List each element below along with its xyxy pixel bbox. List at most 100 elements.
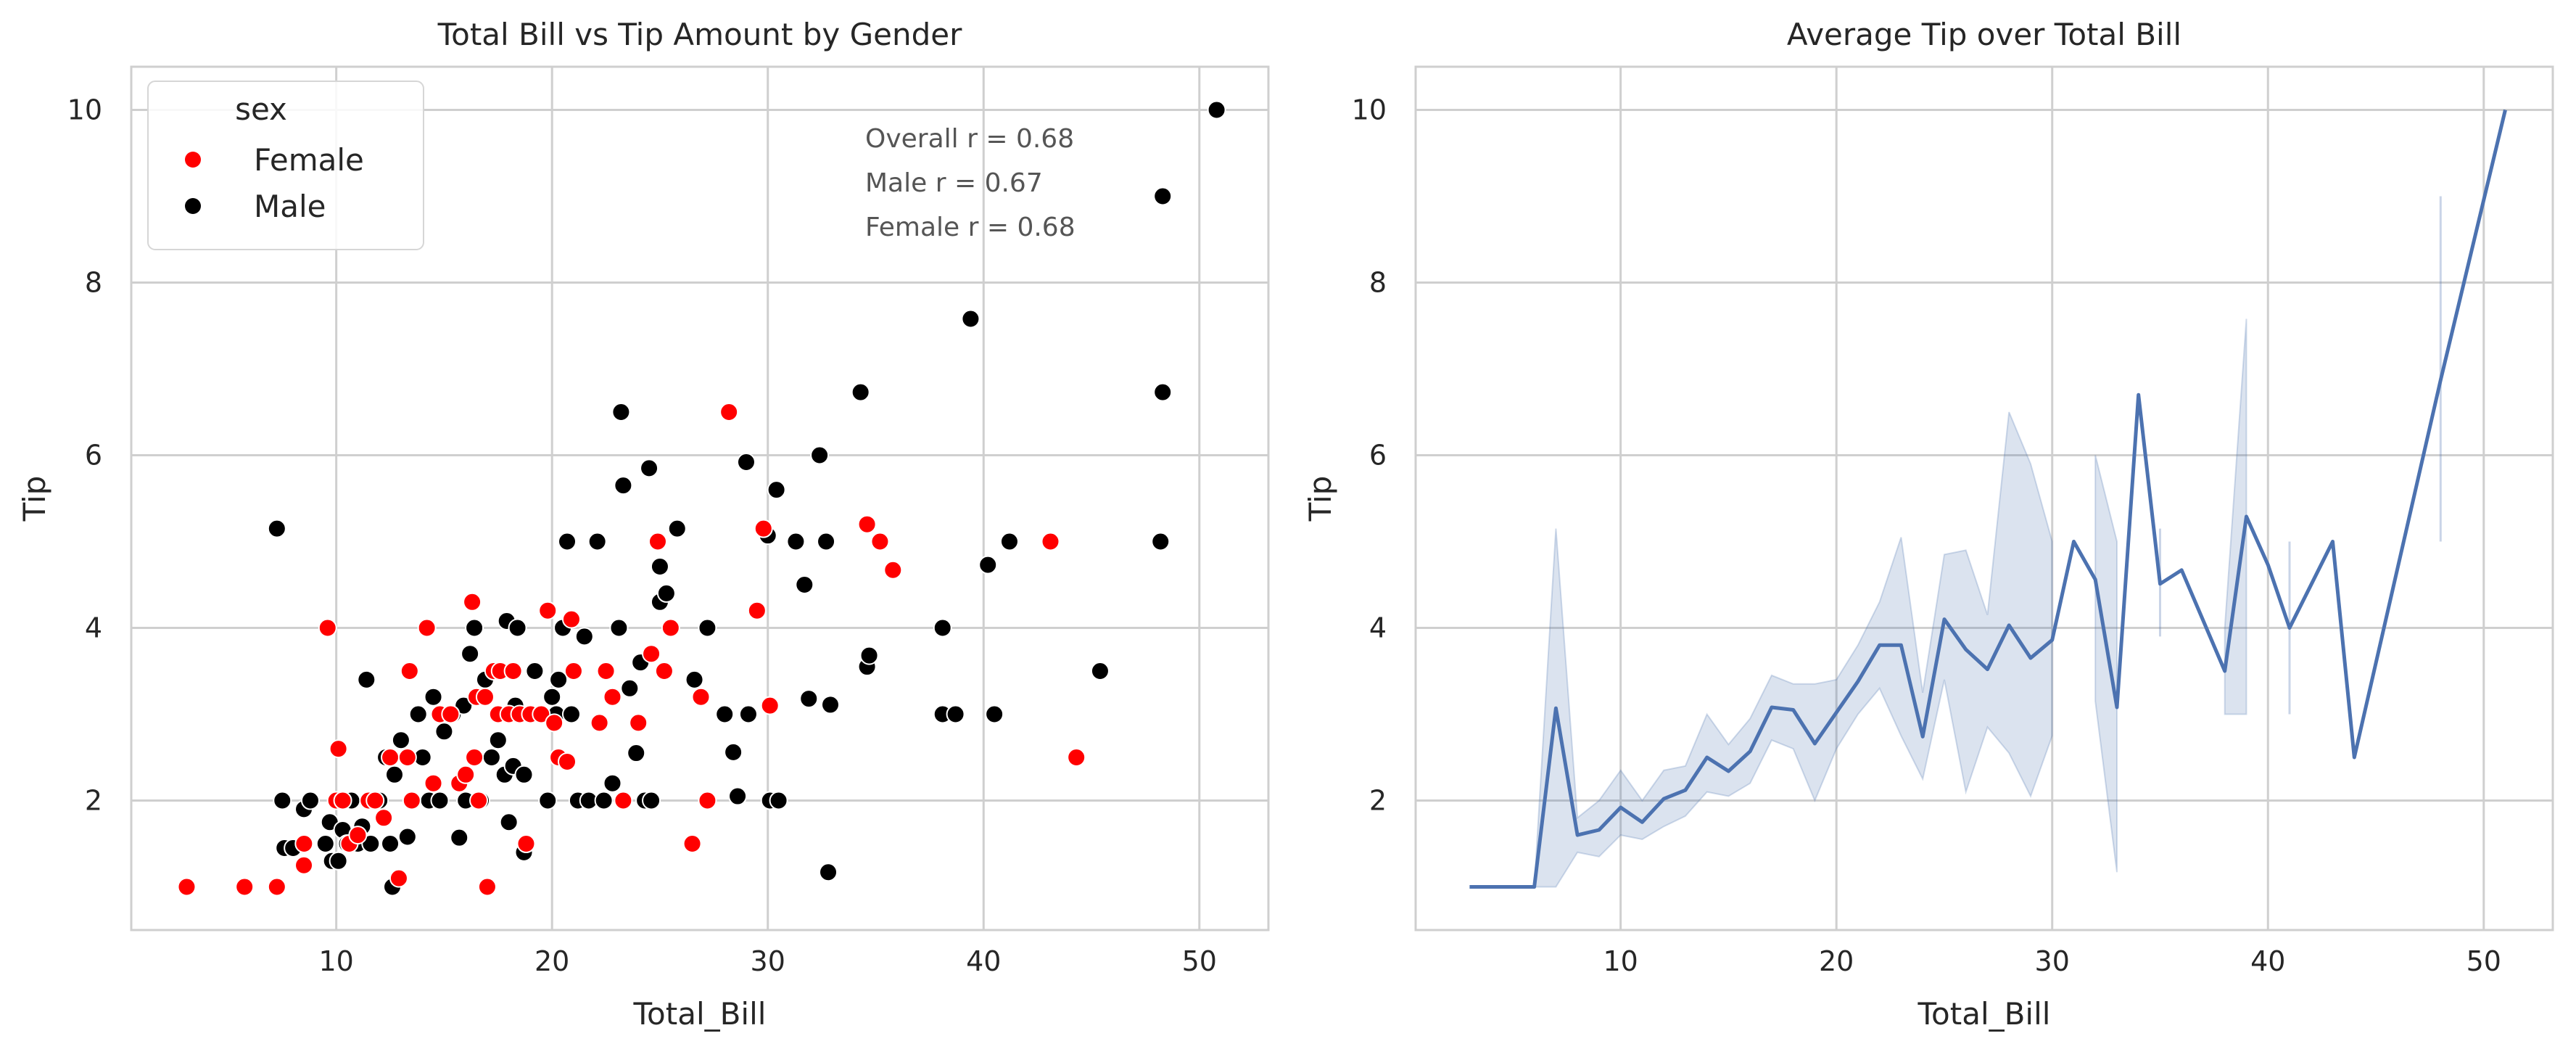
legend-frame	[147, 81, 424, 250]
point-male	[465, 618, 484, 638]
point-female	[870, 532, 890, 551]
point-male	[738, 704, 758, 724]
point-male	[999, 532, 1019, 551]
point-female	[754, 519, 773, 538]
scatter-xtick-label: 10	[318, 945, 353, 977]
point-female	[333, 791, 352, 810]
point-male	[769, 791, 788, 810]
line-ytick-label: 4	[1369, 612, 1387, 644]
point-male	[267, 519, 286, 538]
line-xtick-label: 50	[2466, 945, 2501, 977]
annotation-male-r: Male r = 0.67	[865, 168, 1043, 198]
point-male	[611, 403, 631, 421]
point-female	[417, 618, 437, 638]
point-female	[564, 662, 583, 680]
point-female	[642, 644, 661, 664]
scatter-xlabel: Total_Bill	[633, 996, 767, 1032]
point-female	[381, 748, 400, 767]
scatter-ytick-label: 8	[85, 267, 102, 299]
point-female	[348, 826, 368, 845]
legend-label-female: Female	[254, 142, 364, 178]
scatter-xtick-label: 40	[966, 945, 1001, 977]
legend-marker-male	[185, 198, 201, 214]
point-male	[609, 618, 629, 638]
line-ytick-label: 8	[1369, 267, 1387, 299]
line-marks	[1469, 109, 2507, 889]
line-xlabel: Total_Bill	[1917, 996, 2051, 1032]
point-male	[561, 704, 581, 724]
point-female	[648, 532, 667, 551]
annotation-overall-r: Overall r = 0.68	[865, 124, 1074, 154]
line-xtick-label: 20	[1819, 945, 1854, 977]
point-female	[545, 713, 564, 733]
point-female	[177, 877, 197, 897]
scatter-ytick-label: 10	[67, 94, 102, 126]
point-male	[454, 696, 474, 715]
point-female	[267, 877, 286, 897]
line-ytick-label: 2	[1369, 785, 1387, 817]
point-male	[397, 827, 417, 847]
point-male	[1153, 382, 1173, 402]
scatter-title: Total Bill vs Tip Amount by Gender	[437, 17, 963, 52]
line-ytick-label: 6	[1369, 440, 1387, 472]
point-male	[482, 748, 501, 767]
scatter-xtick-label: 30	[751, 945, 785, 977]
point-female	[402, 791, 421, 810]
line-xtick-label: 40	[2250, 945, 2285, 977]
point-male	[434, 722, 454, 741]
point-female	[516, 834, 536, 853]
point-male	[488, 731, 508, 750]
point-male	[538, 791, 558, 810]
point-female	[654, 662, 674, 680]
line-ytick-label: 10	[1352, 94, 1387, 126]
point-female	[629, 713, 648, 733]
point-male	[627, 744, 646, 763]
mean-tip-line	[1469, 109, 2507, 889]
point-male	[736, 453, 756, 472]
point-male	[795, 575, 814, 594]
line-ylabel: Tip	[1303, 476, 1338, 522]
point-male	[357, 670, 376, 689]
point-male	[786, 532, 806, 551]
line-grid	[1416, 67, 2553, 930]
point-female	[366, 791, 385, 810]
scatter-ytick-label: 6	[85, 440, 102, 472]
point-male	[329, 851, 348, 871]
point-male	[499, 813, 519, 832]
point-female	[465, 748, 484, 767]
point-female	[400, 662, 419, 680]
point-female	[475, 687, 495, 707]
line-ticks: 10 20 30 40 50 2 4 6 8 10	[1352, 94, 2501, 978]
point-female	[329, 739, 348, 759]
point-male	[685, 670, 704, 689]
point-female	[397, 748, 417, 767]
point-male	[525, 662, 545, 680]
point-female	[532, 704, 551, 724]
point-male	[594, 791, 614, 810]
point-female	[318, 618, 337, 638]
point-male	[574, 627, 594, 646]
scatter-xtick-label: 20	[534, 945, 569, 977]
point-male	[587, 532, 607, 551]
line-axes-frame	[1414, 65, 2554, 931]
point-male	[819, 863, 838, 882]
point-male	[851, 382, 870, 402]
point-male	[461, 644, 480, 664]
line-panel: 10 20 30 40 50 2 4 6 8 10 Average Tip over Total …	[1303, 17, 2554, 1032]
point-male	[508, 618, 527, 638]
scatter-legend: sex Female Male	[147, 81, 424, 250]
point-female	[719, 403, 739, 421]
point-male	[1090, 662, 1110, 680]
legend-marker-female	[185, 152, 201, 168]
point-male	[698, 618, 717, 638]
confidence-band	[2094, 455, 2118, 873]
point-male	[656, 583, 676, 603]
point-female	[235, 877, 255, 897]
point-female	[857, 514, 877, 534]
scatter-points	[177, 100, 1226, 897]
point-male	[961, 309, 981, 329]
point-female	[760, 696, 780, 715]
point-female	[883, 560, 903, 580]
